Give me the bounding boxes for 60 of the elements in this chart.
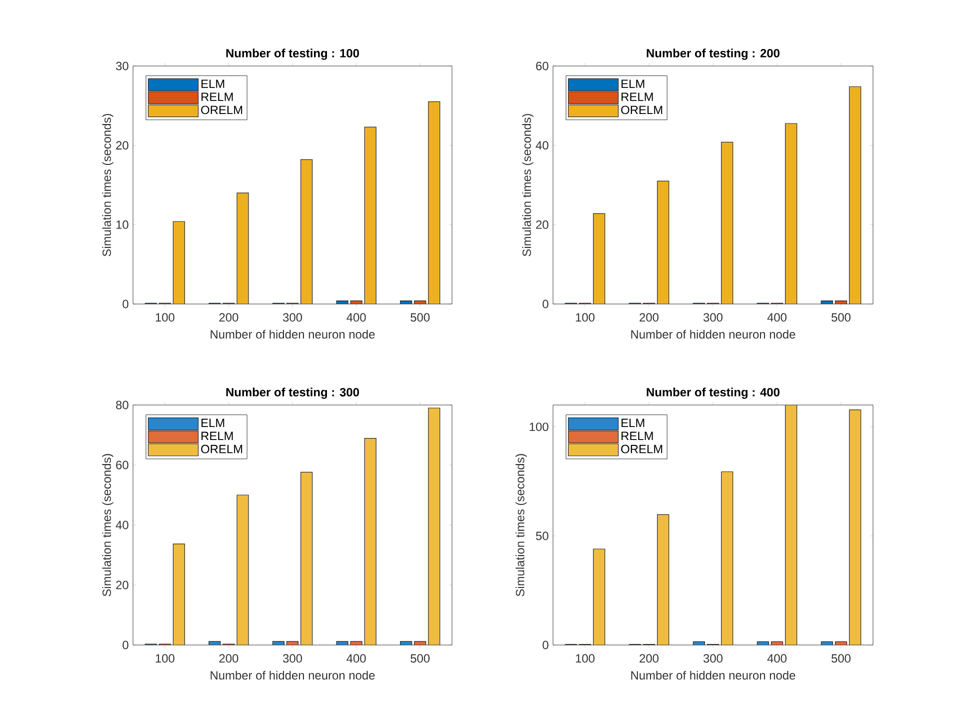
x-tick-label: 100: [156, 654, 174, 663]
legend-label: ORELM: [621, 444, 662, 454]
y-tick-label: 60: [116, 460, 128, 470]
x-tick-label: 400: [346, 313, 366, 322]
x-tick-label: 100: [576, 654, 595, 663]
legend-label: ELM: [202, 418, 224, 428]
x-axis-title: Number of hidden neuron node: [210, 670, 375, 680]
x-tick-label: 200: [640, 313, 659, 322]
legend-label: RELM: [622, 92, 653, 101]
x-tick-label: 300: [703, 313, 723, 322]
legend-label: ORELM: [201, 106, 242, 114]
y-tick-label: 40: [536, 141, 548, 150]
y-tick-label: 0: [542, 300, 548, 308]
y-tick-label: 10: [116, 220, 128, 229]
y-tick-label: 20: [116, 141, 128, 150]
legend-label: ELM: [622, 418, 644, 428]
legend-label: ORELM: [201, 444, 242, 454]
y-tick-label: 50: [536, 532, 548, 540]
y-tick-label: 40: [116, 520, 128, 530]
x-tick-label: 300: [282, 313, 302, 322]
x-tick-label: 500: [410, 654, 430, 663]
x-axis-title: Number of hidden neuron node: [210, 330, 375, 339]
chart-title: Number of testing : 100: [226, 48, 359, 60]
y-axis-title: Simulation times (seconds): [522, 114, 534, 256]
y-axis-title: Simulation times (seconds): [516, 454, 527, 596]
legend-label: RELM: [202, 92, 233, 101]
x-tick-label: 200: [640, 654, 659, 663]
y-axis-title: Simulation times (seconds): [102, 454, 114, 596]
legend-label: ORELM: [621, 106, 662, 114]
legend-label: ELM: [622, 80, 644, 88]
legend-label: ELM: [202, 80, 224, 88]
x-tick-label: 400: [767, 654, 787, 663]
x-tick-label: 500: [832, 654, 851, 663]
x-tick-label: 100: [576, 313, 595, 322]
legend-label: RELM: [622, 432, 653, 440]
legend-label: RELM: [202, 432, 233, 440]
x-axis-title: Number of hidden neuron node: [631, 330, 796, 339]
x-tick-label: 300: [703, 654, 723, 663]
y-tick-label: 30: [116, 62, 128, 70]
y-tick-label: 20: [116, 580, 128, 590]
y-tick-label: 0: [122, 640, 128, 650]
y-axis-title: Simulation times (seconds): [102, 114, 114, 256]
x-tick-label: 200: [219, 654, 238, 663]
chart-title: Number of testing : 300: [226, 388, 359, 399]
y-tick-label: 100: [530, 422, 548, 432]
y-tick-label: 60: [536, 62, 548, 70]
x-tick-label: 500: [410, 313, 430, 322]
x-tick-label: 500: [832, 313, 851, 322]
x-tick-label: 400: [767, 313, 787, 322]
chart-title: Number of testing : 200: [646, 48, 780, 60]
x-axis-title: Number of hidden neuron node: [631, 670, 796, 680]
y-tick-label: 80: [116, 400, 128, 410]
chart-title: Number of testing : 400: [646, 388, 780, 399]
x-tick-label: 100: [156, 313, 174, 322]
x-tick-label: 300: [282, 654, 302, 663]
y-tick-label: 0: [122, 300, 128, 308]
x-tick-label: 200: [219, 313, 238, 322]
y-tick-label: 20: [536, 220, 548, 229]
y-tick-label: 0: [542, 640, 548, 650]
x-tick-label: 400: [346, 654, 366, 663]
